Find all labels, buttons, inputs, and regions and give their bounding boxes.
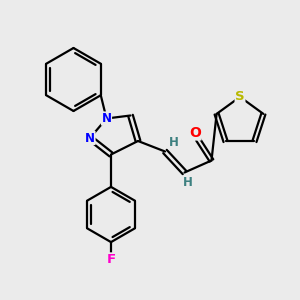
Text: N: N [85,131,95,145]
Text: N: N [101,112,112,125]
Text: H: H [183,176,192,190]
Text: H: H [169,136,178,149]
Text: S: S [235,90,245,104]
Text: F: F [106,253,116,266]
Text: O: O [189,126,201,140]
